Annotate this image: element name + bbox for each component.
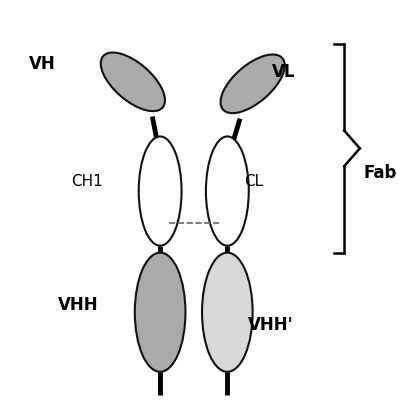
Ellipse shape <box>221 55 285 113</box>
Text: VH: VH <box>29 55 55 73</box>
Ellipse shape <box>135 253 185 372</box>
Text: Fab: Fab <box>364 164 397 182</box>
Ellipse shape <box>206 136 249 246</box>
Text: CH1: CH1 <box>72 174 103 188</box>
Text: VHH: VHH <box>58 296 98 314</box>
Text: CL: CL <box>244 174 263 188</box>
Ellipse shape <box>101 53 165 111</box>
Text: VHH': VHH' <box>248 316 294 334</box>
Ellipse shape <box>202 253 253 372</box>
Text: VL: VL <box>272 63 296 81</box>
Ellipse shape <box>139 136 181 246</box>
